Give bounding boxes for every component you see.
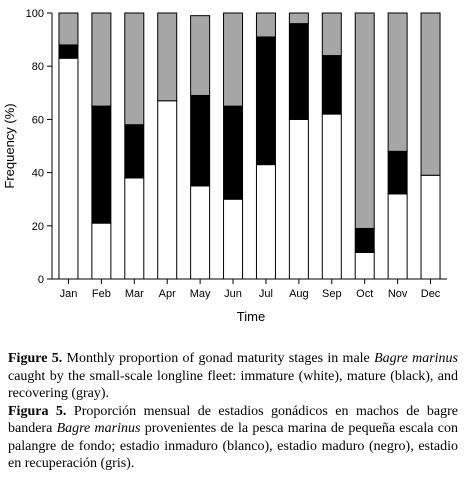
bar-segment	[354, 12, 375, 229]
bar-segment	[288, 23, 309, 120]
bar-segment	[124, 124, 145, 179]
bar-segment	[124, 12, 145, 126]
caption-spanish-label: Figura 5.	[8, 403, 67, 419]
y-tick-label: 40	[32, 168, 44, 180]
bar-segment	[190, 94, 211, 187]
caption-spanish-text-1: Proporción mensual de estadios gonádicos…	[8, 403, 458, 437]
x-tick-label: Jun	[224, 288, 242, 300]
bar-segment	[58, 57, 79, 280]
x-tick-label: Jan	[60, 288, 78, 300]
caption-spanish-text-2: provenientes de la pesca marina de peque…	[8, 421, 458, 471]
caption-english: Figure 5. Monthly proportion of gonad ma…	[8, 350, 458, 403]
bar-segment	[321, 113, 342, 280]
y-tick-label: 0	[38, 274, 44, 286]
x-tick-label: Mar	[125, 288, 144, 300]
y-tick-label: 60	[32, 114, 44, 126]
x-tick-label: May	[190, 288, 211, 300]
y-tick-label: 100	[26, 8, 44, 20]
bar-segment	[91, 222, 112, 280]
bar-segment	[420, 12, 441, 176]
x-tick-label: Nov	[388, 288, 408, 300]
bar-segment	[387, 12, 408, 152]
bar-segment	[321, 55, 342, 115]
caption-english-text-2: caught by the small-scale longline fleet…	[8, 368, 458, 402]
bar-segment	[223, 198, 244, 280]
x-tick-label: Feb	[92, 288, 111, 300]
bar-segment	[288, 118, 309, 280]
x-axis-label: Time	[237, 309, 265, 324]
bar-segment	[58, 12, 79, 46]
bar-segment	[354, 227, 375, 253]
caption-spanish: Figura 5. Proporción mensual de estadios…	[8, 403, 458, 473]
caption-spanish-species: Bagre marinus	[56, 421, 141, 436]
bar-segment	[420, 174, 441, 280]
bar-segment	[354, 251, 375, 280]
x-tick-label: Jul	[259, 288, 273, 300]
bar-segment	[124, 177, 145, 280]
caption-english-text-1: Monthly proportion of gonad maturity sta…	[62, 351, 375, 366]
y-tick-label: 20	[32, 221, 44, 233]
bar-segment	[255, 12, 276, 38]
x-tick-label: Dec	[421, 288, 441, 300]
x-tick-label: Sep	[322, 288, 342, 300]
bar-segment	[387, 150, 408, 195]
figure-caption: Figure 5. Monthly proportion of gonad ma…	[8, 350, 458, 473]
bar-segment	[157, 12, 178, 102]
x-tick-label: Apr	[159, 288, 176, 300]
bar-segment	[288, 12, 309, 25]
bar-segment	[91, 105, 112, 224]
bar-segment	[223, 12, 244, 107]
bar-segment	[58, 44, 79, 59]
stacked-bar-chart: 0 20 40 60 80 100 Jan Feb Mar Apr May Jun Jul Aug Sep O…	[2, 8, 447, 324]
bar-segment	[387, 193, 408, 280]
bar-segment	[255, 164, 276, 280]
bar-segment	[157, 100, 178, 280]
y-tick-label: 80	[32, 61, 44, 73]
bar-segment	[91, 12, 112, 107]
bar-segment	[321, 12, 342, 57]
plot-area: 0 20 40 60 80 100 Jan Feb Mar Apr May Jun Jul Aug Sep O…	[26, 8, 447, 300]
x-tick-label: Aug	[289, 288, 309, 300]
bar-segment	[190, 185, 211, 280]
y-axis-label: Frequency (%)	[2, 103, 17, 188]
x-tick-label: Oct	[356, 288, 373, 300]
caption-english-species: Bagre marinus	[374, 351, 459, 366]
caption-english-label: Figure 5.	[8, 351, 63, 366]
bar-segment	[255, 36, 276, 166]
bar-segment	[190, 15, 211, 96]
bar-segment	[223, 105, 244, 200]
